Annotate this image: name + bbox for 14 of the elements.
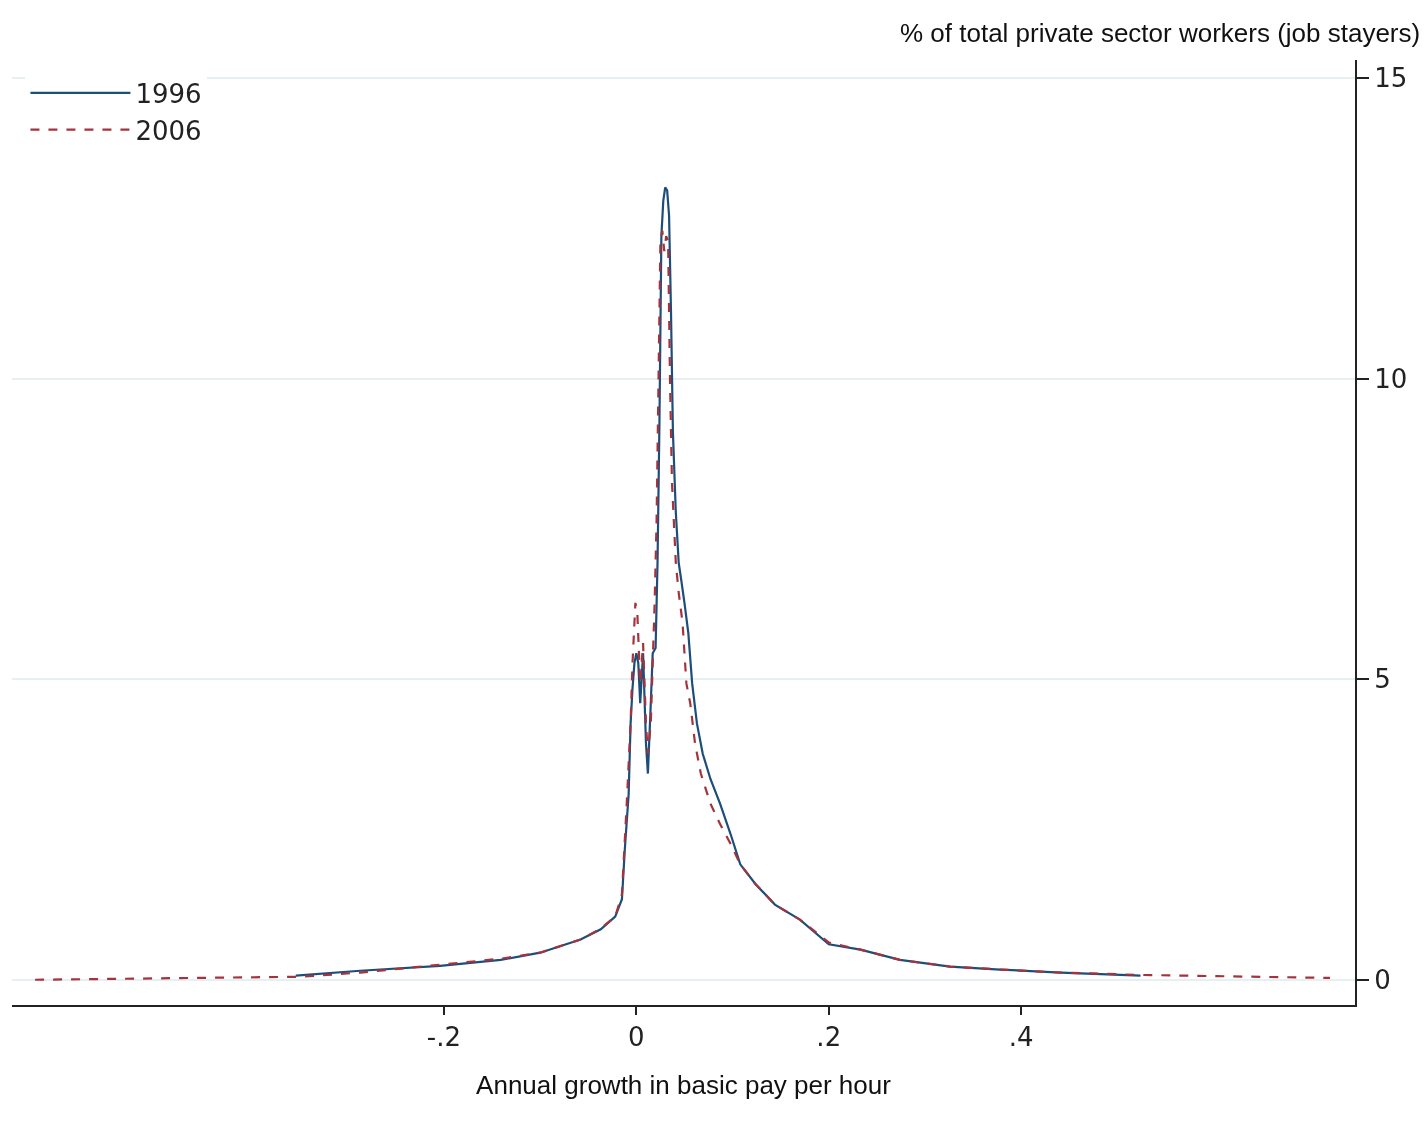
legend-label: 1996 [135,78,202,109]
x-tick-label: .2 [816,1022,842,1053]
legend-label: 2006 [135,115,202,146]
y-tick-label: 15 [1374,63,1408,94]
x-axis-title: Annual growth in basic pay per hour [476,1070,892,1101]
y-tick-label: 10 [1374,363,1408,394]
x-tick-label: .4 [1008,1022,1034,1053]
line-series [294,186,1142,977]
y-tick-label: 5 [1374,664,1391,695]
line-series [33,229,1332,981]
x-tick-label: 0 [628,1022,645,1053]
x-tick-label: -.2 [426,1022,462,1053]
y-tick-label: 0 [1374,964,1391,995]
y-axis-title: % of total private sector workers (job stayers) [900,18,1421,48]
